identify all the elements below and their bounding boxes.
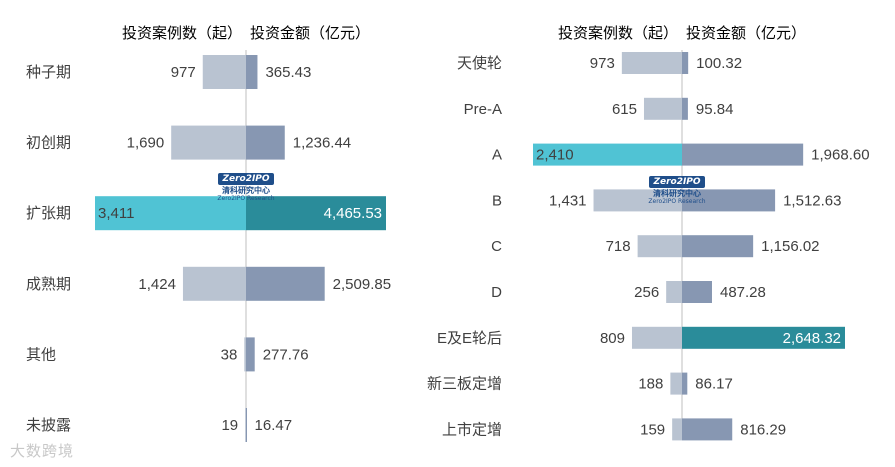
zero2ipo-watermark-left: Zero2IPO 清科研究中心 Zero2IPO Research bbox=[214, 168, 278, 202]
amount-value-label: 1,512.63 bbox=[783, 192, 841, 209]
amount-bar bbox=[682, 281, 712, 303]
count-bar bbox=[637, 235, 682, 258]
right-header: 投资金额（亿元） bbox=[686, 25, 806, 42]
count-value-label: 38 bbox=[221, 346, 238, 363]
right-header: 投资金额（亿元） bbox=[250, 25, 370, 42]
count-value-label: 615 bbox=[612, 101, 637, 118]
count-value-label: 2,410 bbox=[536, 147, 574, 164]
amount-value-label: 100.32 bbox=[696, 55, 742, 72]
amount-value-label: 86.17 bbox=[695, 376, 733, 393]
zero2ipo-watermark-right: Zero2IPO 清科研究中心 Zero2IPO Research bbox=[645, 171, 709, 205]
category-label: 未披露 bbox=[26, 417, 71, 434]
category-label: D bbox=[491, 284, 502, 301]
amount-value-label: 2,648.32 bbox=[783, 330, 841, 347]
category-label: 其他 bbox=[26, 346, 56, 363]
amount-bar bbox=[246, 125, 285, 160]
count-bar bbox=[666, 281, 682, 303]
amount-bar bbox=[682, 235, 754, 258]
category-label: E及E轮后 bbox=[437, 330, 502, 347]
count-value-label: 19 bbox=[221, 417, 238, 434]
amount-bar bbox=[682, 143, 804, 166]
count-bar bbox=[245, 408, 247, 442]
count-value-label: 718 bbox=[606, 238, 631, 255]
amount-bar bbox=[682, 97, 688, 120]
count-bar bbox=[533, 143, 682, 166]
category-label: 扩张期 bbox=[26, 205, 71, 222]
category-label: 成熟期 bbox=[26, 276, 71, 293]
count-value-label: 1,431 bbox=[549, 192, 587, 209]
amount-value-label: 1,968.60 bbox=[811, 147, 869, 164]
count-bar bbox=[593, 189, 682, 212]
category-label: C bbox=[491, 238, 502, 255]
amount-bar bbox=[246, 266, 325, 301]
category-label: 种子期 bbox=[26, 64, 71, 81]
count-bar bbox=[643, 97, 682, 120]
count-bar bbox=[631, 326, 682, 349]
category-label: 新三板定增 bbox=[427, 375, 502, 393]
count-bar bbox=[244, 337, 246, 372]
category-label: Pre-A bbox=[464, 101, 502, 118]
amount-bar bbox=[682, 326, 845, 349]
amount-value-label: 1,156.02 bbox=[761, 238, 819, 255]
amount-value-label: 365.43 bbox=[265, 64, 311, 81]
amount-bar bbox=[246, 337, 255, 372]
left-header: 投资案例数（起） bbox=[558, 24, 678, 42]
amount-value-label: 277.76 bbox=[263, 346, 309, 363]
amount-value-label: 16.47 bbox=[255, 417, 293, 434]
watermark-cn: 清科研究中心 bbox=[653, 189, 701, 198]
amount-bar bbox=[682, 372, 688, 395]
count-value-label: 188 bbox=[638, 376, 663, 393]
category-label: B bbox=[492, 192, 502, 209]
count-value-label: 809 bbox=[600, 330, 625, 347]
amount-bar bbox=[246, 408, 247, 442]
category-label: 初创期 bbox=[26, 135, 71, 152]
count-bar bbox=[202, 55, 246, 89]
count-bar bbox=[670, 372, 682, 395]
amount-value-label: 1,236.44 bbox=[293, 135, 351, 152]
amount-value-label: 487.28 bbox=[720, 284, 766, 301]
amount-value-label: 4,465.53 bbox=[324, 205, 382, 222]
count-value-label: 3,411 bbox=[98, 205, 134, 222]
amount-value-label: 816.29 bbox=[740, 421, 786, 438]
count-value-label: 256 bbox=[634, 284, 659, 301]
watermark-en: Zero2IPO Research bbox=[648, 198, 706, 205]
amount-bar bbox=[682, 418, 733, 441]
amount-bar bbox=[682, 189, 776, 212]
amount-bar bbox=[246, 55, 258, 89]
amount-value-label: 2,509.85 bbox=[333, 276, 391, 293]
watermark-cn: 清科研究中心 bbox=[222, 186, 270, 195]
zero2ipo-logo-box: Zero2IPO bbox=[649, 176, 705, 188]
count-bar bbox=[171, 125, 246, 160]
count-value-label: 1,424 bbox=[138, 276, 176, 293]
count-bar bbox=[621, 52, 682, 74]
count-value-label: 159 bbox=[640, 421, 665, 438]
corner-watermark: 大数跨境 bbox=[10, 442, 75, 460]
left-header: 投资案例数（起） bbox=[122, 24, 242, 42]
count-bar bbox=[672, 418, 682, 441]
category-label: 天使轮 bbox=[457, 55, 502, 72]
count-value-label: 1,690 bbox=[127, 135, 165, 152]
category-label: A bbox=[492, 147, 502, 164]
watermark-en: Zero2IPO Research bbox=[217, 195, 275, 202]
amount-bar bbox=[246, 196, 386, 231]
count-value-label: 973 bbox=[590, 55, 615, 72]
amount-value-label: 95.84 bbox=[696, 101, 734, 118]
count-bar bbox=[95, 196, 246, 231]
category-label: 上市定增 bbox=[442, 421, 502, 438]
zero2ipo-logo-box: Zero2IPO bbox=[218, 173, 274, 185]
count-bar bbox=[182, 266, 246, 301]
count-value-label: 977 bbox=[171, 64, 196, 81]
amount-bar bbox=[682, 52, 689, 74]
